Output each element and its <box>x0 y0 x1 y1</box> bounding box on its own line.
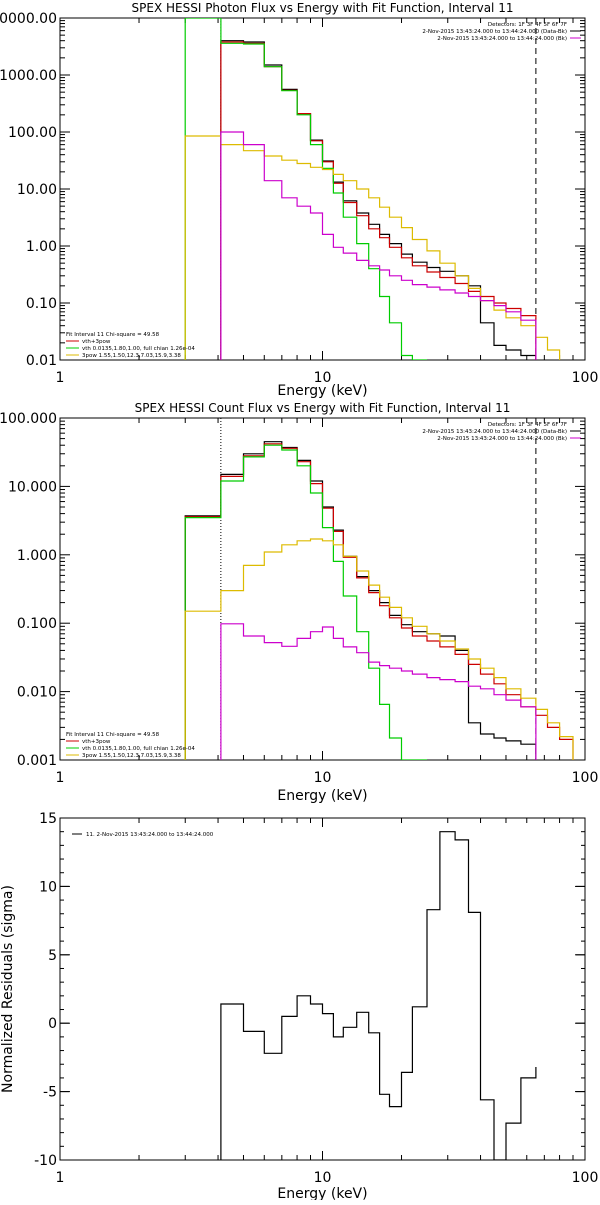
y-tick-label: 1.00 <box>26 239 57 255</box>
series-group <box>184 441 574 760</box>
legend-text: 2-Nov-2015 13:43:24.000 to 13:44:24.000 … <box>437 436 567 442</box>
series-line-bk <box>220 623 537 760</box>
legend-text: Detectors: 1F 3F 4F 5F 6F 7F <box>488 22 567 28</box>
y-tick-label: 0.001 <box>17 753 57 769</box>
legend-text: Fit Interval 11 Chi-square = 49.58 <box>66 332 160 338</box>
chart-1: SPEX HESSI Photon Flux vs Energy with Fi… <box>0 1 598 399</box>
legend-text: 2-Nov-2015 13:43:24.000 to 13:44:24.000 … <box>422 429 567 435</box>
chart-title: SPEX HESSI Photon Flux vs Energy with Fi… <box>132 1 514 15</box>
x-tick-label: 1 <box>56 1170 65 1186</box>
y-tick-label: 0.100 <box>17 616 57 632</box>
x-tick-label: 100 <box>572 1170 599 1186</box>
series-line-bk <box>220 131 537 360</box>
y-tick-label: -10 <box>34 1153 57 1169</box>
legend-text: vth+3pow <box>82 339 111 345</box>
x-tick-label: 10 <box>314 1170 332 1186</box>
x-axis-label: Energy (keV) <box>277 1186 367 1200</box>
y-tick-label: 15 <box>39 811 57 827</box>
y-tick-label: 0.01 <box>26 353 57 369</box>
chart-3: 1 10 100 Energy (keV) 15 10 5 0 -5 -10 Normalized … <box>0 811 599 1202</box>
series-line-3pow <box>184 538 574 760</box>
y-tick-label: -5 <box>43 1085 57 1101</box>
y-tick-label: 10.000 <box>8 479 57 495</box>
series-line-vth <box>184 444 427 760</box>
x-tick-label: 100 <box>572 770 599 786</box>
legend-text: vth 0.0135,1.80,1.00, full chian 1.26e-0… <box>82 346 195 352</box>
legend-text: vth+3pow <box>82 739 111 745</box>
y-tick-label: 1.000 <box>17 548 57 564</box>
x-tick-label: 10 <box>314 370 332 386</box>
x-tick-label: 1 <box>56 770 65 786</box>
legend-text: 2-Nov-2015 13:43:24.000 to 13:44:24.000 … <box>437 36 567 42</box>
series-line-data-bk <box>220 40 537 360</box>
legend-text: vth 0.0135,1.80,1.00, full chian 1.26e-0… <box>82 746 195 752</box>
series-group <box>184 18 561 360</box>
y-tick-label: 0 <box>48 1016 57 1032</box>
y-tick-label: 10 <box>39 879 57 895</box>
series-group <box>220 831 537 1160</box>
legend-text: 11. 2-Nov-2015 13:43:24.000 to 13:44:24.… <box>86 832 214 838</box>
y-axis-label: Normalized Residuals (sigma) <box>0 885 16 1093</box>
x-axis-label: Energy (keV) <box>277 788 367 804</box>
series-line-3pow <box>184 135 561 360</box>
legend-text: Detectors: 1F 3F 4F 5F 6F 7F <box>488 422 567 428</box>
plot-frame <box>59 817 586 1161</box>
series-line-data-bk <box>184 441 537 760</box>
legend-text: 3pow 1.55,1.50,12.3,7.03,15.9,3.38 <box>82 353 181 359</box>
series-line-vth-3pow <box>220 41 537 360</box>
legend-text: 3pow 1.55,1.50,12.3,7.03,15.9,3.38 <box>82 753 181 759</box>
legend-text: Fit Interval 11 Chi-square = 49.58 <box>66 732 160 738</box>
y-tick-label: 0.010 <box>17 685 57 701</box>
series-line-vth-3pow <box>184 443 574 760</box>
y-tick-label: 1000.00 <box>0 68 57 84</box>
y-tick-label: 0.10 <box>26 296 57 312</box>
chart-2: SPEX HESSI Count Flux vs Energy with Fit… <box>0 401 598 804</box>
x-tick-label: 1 <box>56 370 65 386</box>
chart-title: SPEX HESSI Count Flux vs Energy with Fit… <box>135 401 511 415</box>
y-tick-label: 10.00 <box>17 182 57 198</box>
y-tick-label: 100.00 <box>8 125 57 141</box>
series-line-vth <box>184 18 427 360</box>
x-tick-label: 100 <box>572 370 599 386</box>
x-axis-label: Energy (keV) <box>277 383 367 399</box>
y-tick-label: 100.000 <box>0 411 57 427</box>
x-tick-label: 10 <box>314 770 332 786</box>
legend-text: 2-Nov-2015 13:43:24.000 to 13:44:24.000 … <box>422 29 567 35</box>
plot-frame <box>59 417 586 761</box>
series-line-11-2-nov-2015-13-43-24-000-to-13-44-24-000 <box>220 831 537 1160</box>
y-tick-label: 5 <box>48 948 57 964</box>
y-tick-label: 10000.00 <box>0 11 57 27</box>
